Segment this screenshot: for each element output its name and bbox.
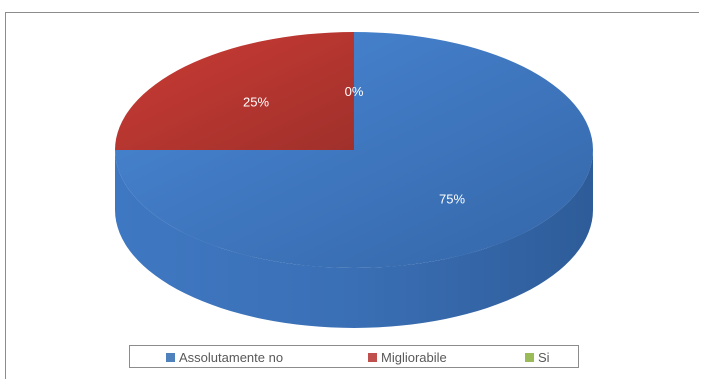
data-label-si: 0%: [345, 84, 364, 99]
legend-label-assolutamente-no: Assolutamente no: [179, 349, 284, 365]
pie-tops: [115, 32, 593, 268]
pie-side-assolutamente-no: [115, 150, 593, 328]
legend-swatch-si: [525, 352, 534, 362]
legend-label-migliorabile: Migliorabile: [381, 349, 447, 365]
legend: Assolutamente no Migliorabile Si: [129, 345, 579, 368]
pie-sides: [115, 150, 593, 328]
data-label-assolutamente-no: 75%: [439, 191, 465, 206]
legend-label-si: Si: [538, 349, 550, 365]
data-label-migliorabile: 25%: [243, 95, 269, 110]
legend-item-assolutamente-no: Assolutamente no: [166, 349, 283, 365]
legend-swatch-migliorabile: [368, 352, 377, 362]
legend-item-si: Si: [525, 349, 550, 365]
legend-item-migliorabile: Migliorabile: [368, 349, 447, 365]
legend-swatch-assolutamente-no: [166, 352, 175, 362]
pie-slice-migliorabile: [115, 32, 354, 150]
pie-labels: 75% 25% 0%: [243, 84, 465, 206]
